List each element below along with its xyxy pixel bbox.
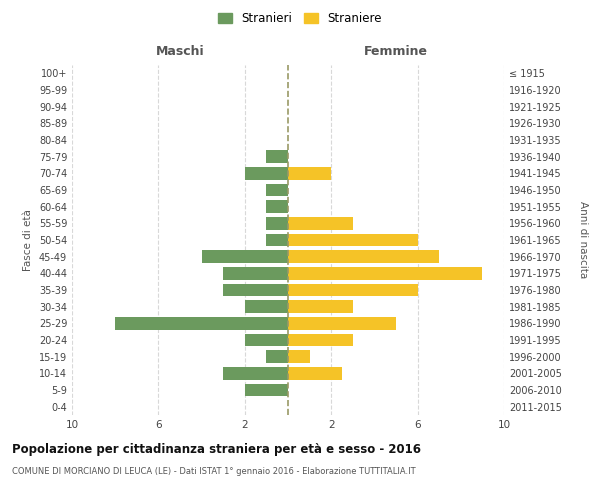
Bar [115, 317, 288, 330]
Bar [288, 300, 353, 313]
Bar [245, 384, 288, 396]
Bar [288, 284, 418, 296]
Bar [288, 167, 331, 179]
Bar [288, 334, 353, 346]
Bar [288, 250, 439, 263]
Bar [266, 200, 288, 213]
Bar [288, 217, 353, 230]
Y-axis label: Fasce di età: Fasce di età [23, 209, 33, 271]
Bar [288, 267, 482, 280]
Bar [288, 234, 418, 246]
Legend: Stranieri, Straniere: Stranieri, Straniere [214, 8, 386, 28]
Text: Femmine: Femmine [364, 46, 428, 59]
Bar [245, 300, 288, 313]
Bar [223, 267, 288, 280]
Bar [202, 250, 288, 263]
Bar [245, 334, 288, 346]
Bar [288, 350, 310, 363]
Text: Popolazione per cittadinanza straniera per età e sesso - 2016: Popolazione per cittadinanza straniera p… [12, 442, 421, 456]
Bar [266, 234, 288, 246]
Bar [266, 350, 288, 363]
Bar [223, 284, 288, 296]
Bar [223, 367, 288, 380]
Y-axis label: Anni di nascita: Anni di nascita [578, 202, 589, 278]
Bar [245, 167, 288, 179]
Bar [288, 367, 342, 380]
Bar [288, 317, 396, 330]
Bar [266, 217, 288, 230]
Bar [266, 150, 288, 163]
Text: COMUNE DI MORCIANO DI LEUCA (LE) - Dati ISTAT 1° gennaio 2016 - Elaborazione TUT: COMUNE DI MORCIANO DI LEUCA (LE) - Dati … [12, 468, 416, 476]
Bar [266, 184, 288, 196]
Text: Maschi: Maschi [155, 46, 205, 59]
